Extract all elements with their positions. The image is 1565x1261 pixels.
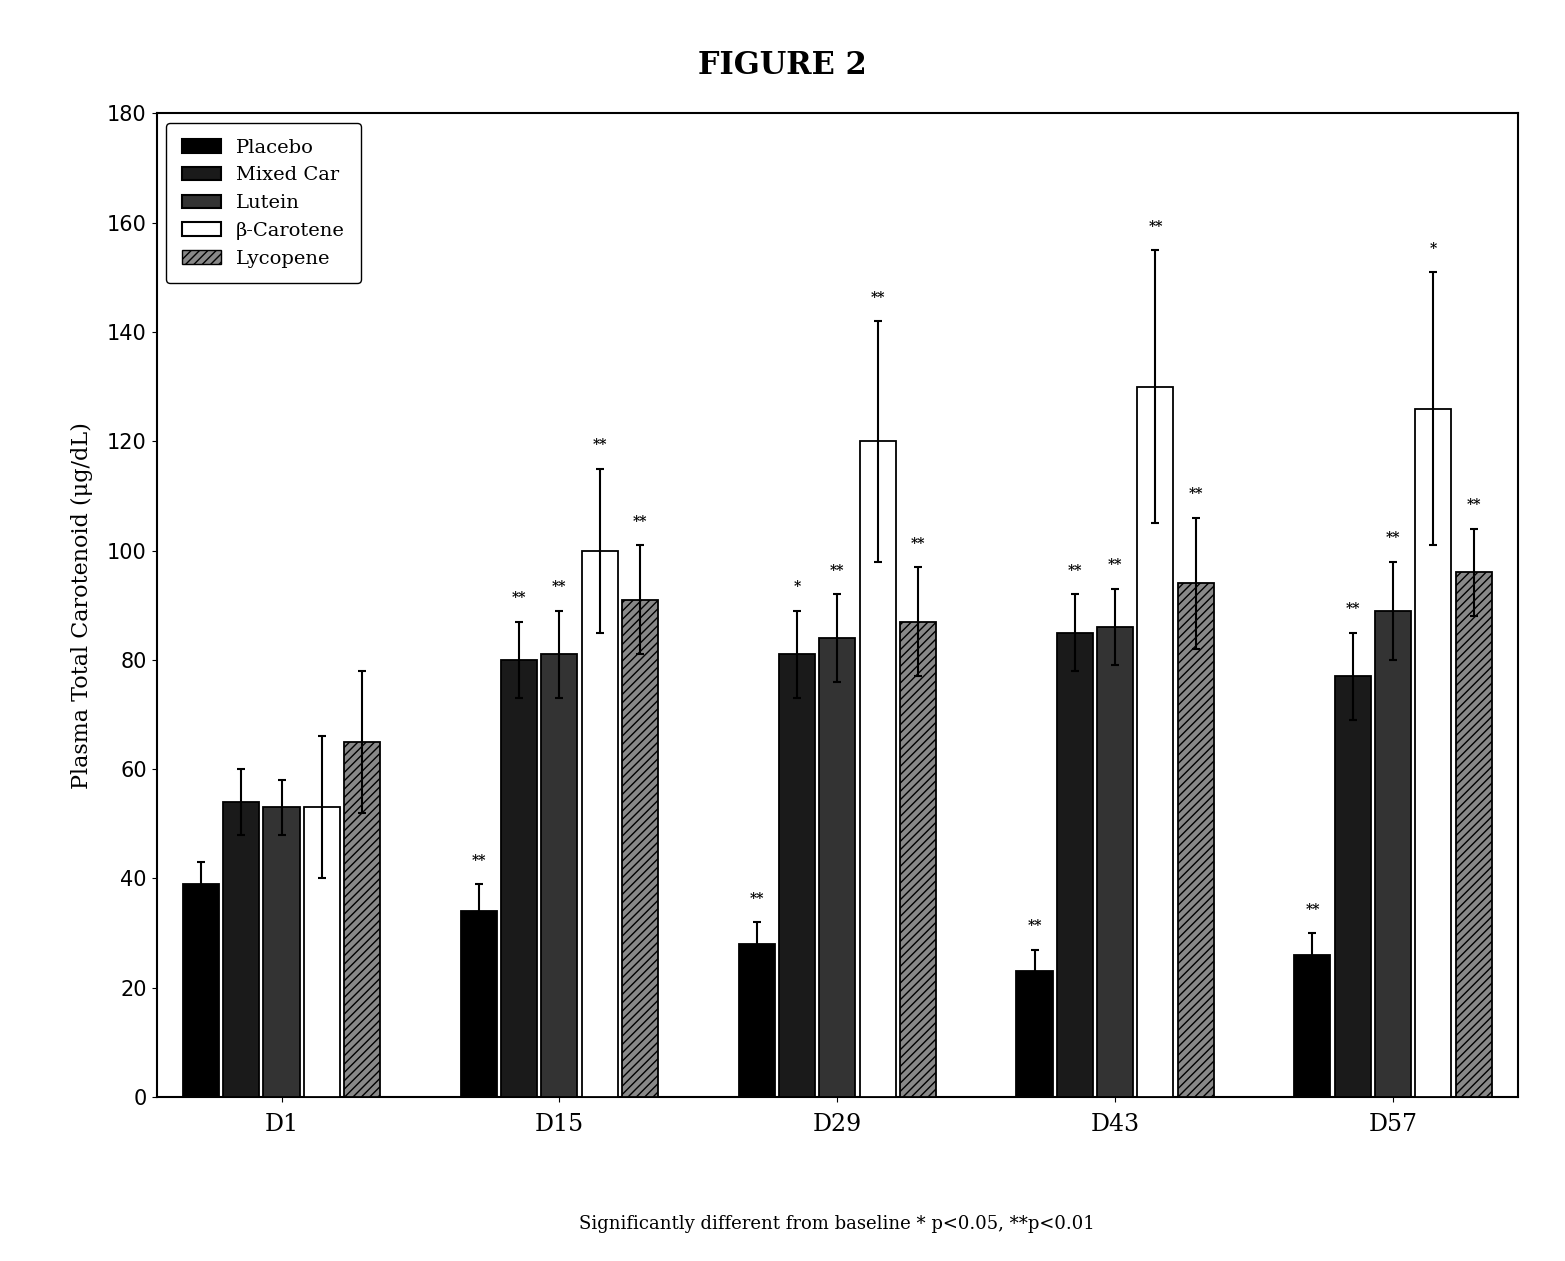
Bar: [1455, 572, 1491, 1097]
Bar: [818, 638, 856, 1097]
Text: Significantly different from baseline * p<0.05, **p<0.01: Significantly different from baseline * …: [579, 1216, 1096, 1233]
Text: **: **: [1027, 919, 1042, 933]
Bar: [304, 807, 340, 1097]
Bar: [1415, 409, 1451, 1097]
Bar: [501, 660, 537, 1097]
Text: **: **: [870, 291, 884, 305]
Bar: [621, 600, 657, 1097]
Bar: [779, 654, 815, 1097]
Bar: [582, 551, 618, 1097]
Text: **: **: [1188, 488, 1203, 502]
Text: **: **: [471, 854, 487, 868]
Bar: [1376, 610, 1412, 1097]
Text: FIGURE 2: FIGURE 2: [698, 50, 867, 82]
Bar: [859, 441, 895, 1097]
Text: **: **: [593, 439, 607, 453]
Text: *: *: [1430, 242, 1437, 256]
Text: **: **: [829, 564, 845, 578]
Bar: [1056, 633, 1092, 1097]
Text: *: *: [793, 580, 801, 594]
Bar: [224, 802, 260, 1097]
Text: **: **: [1466, 498, 1480, 512]
Bar: [1335, 676, 1371, 1097]
Bar: [1138, 387, 1174, 1097]
Bar: [1177, 584, 1214, 1097]
Text: **: **: [1346, 603, 1360, 617]
Text: **: **: [552, 580, 567, 594]
Text: **: **: [750, 892, 764, 905]
Text: **: **: [1067, 564, 1081, 578]
Text: **: **: [512, 591, 526, 605]
Legend: Placebo, Mixed Car, Lutein, β-Carotene, Lycopene: Placebo, Mixed Car, Lutein, β-Carotene, …: [166, 124, 360, 284]
Y-axis label: Plasma Total Carotenoid (μg/dL): Plasma Total Carotenoid (μg/dL): [70, 422, 92, 788]
Text: **: **: [1108, 559, 1122, 572]
Bar: [900, 622, 936, 1097]
Text: **: **: [1305, 903, 1319, 917]
Bar: [739, 944, 775, 1097]
Bar: [460, 912, 496, 1097]
Bar: [1294, 955, 1330, 1097]
Bar: [1097, 627, 1133, 1097]
Bar: [263, 807, 299, 1097]
Text: **: **: [911, 537, 925, 551]
Bar: [183, 884, 219, 1097]
Bar: [344, 741, 380, 1097]
Bar: [1017, 971, 1053, 1097]
Bar: [541, 654, 577, 1097]
Text: **: **: [1385, 531, 1401, 545]
Text: **: **: [1149, 219, 1163, 233]
Text: **: **: [632, 514, 648, 528]
